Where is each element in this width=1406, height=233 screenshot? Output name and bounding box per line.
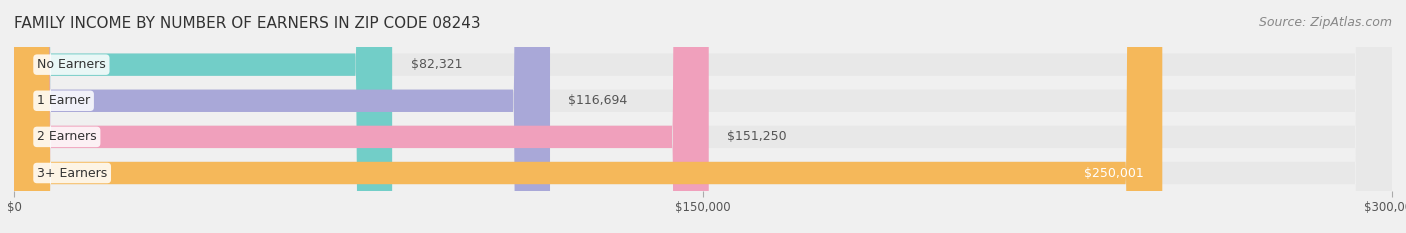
Text: FAMILY INCOME BY NUMBER OF EARNERS IN ZIP CODE 08243: FAMILY INCOME BY NUMBER OF EARNERS IN ZI… [14, 16, 481, 31]
Text: $151,250: $151,250 [727, 130, 787, 143]
FancyBboxPatch shape [14, 0, 1392, 233]
Text: 1 Earner: 1 Earner [37, 94, 90, 107]
FancyBboxPatch shape [14, 0, 1392, 233]
Text: Source: ZipAtlas.com: Source: ZipAtlas.com [1258, 16, 1392, 29]
Text: $250,001: $250,001 [1084, 167, 1144, 179]
Text: $82,321: $82,321 [411, 58, 463, 71]
Text: 3+ Earners: 3+ Earners [37, 167, 107, 179]
FancyBboxPatch shape [14, 0, 1392, 233]
FancyBboxPatch shape [14, 0, 550, 233]
FancyBboxPatch shape [14, 0, 1163, 233]
FancyBboxPatch shape [14, 0, 1392, 233]
Text: No Earners: No Earners [37, 58, 105, 71]
FancyBboxPatch shape [14, 0, 709, 233]
Text: 2 Earners: 2 Earners [37, 130, 97, 143]
Text: $116,694: $116,694 [568, 94, 627, 107]
FancyBboxPatch shape [14, 0, 392, 233]
